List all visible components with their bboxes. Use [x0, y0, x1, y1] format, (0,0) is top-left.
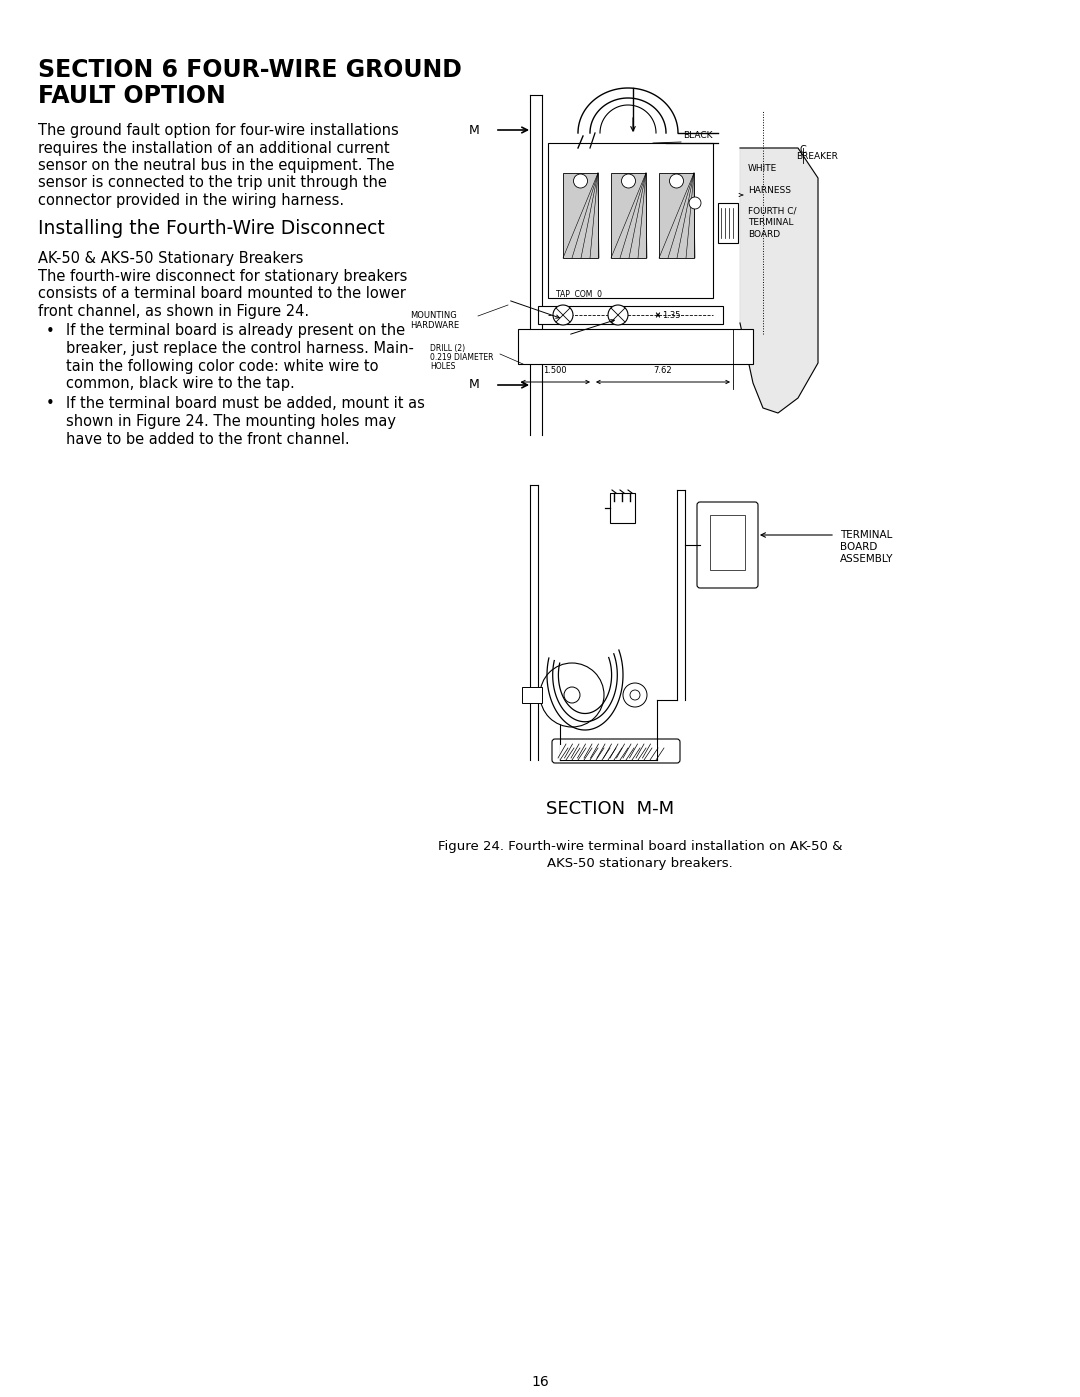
Text: If the terminal board is already present on the: If the terminal board is already present… — [66, 324, 405, 338]
Text: TERMINAL: TERMINAL — [840, 529, 892, 541]
Text: front channel, as shown in Figure 24.: front channel, as shown in Figure 24. — [38, 305, 309, 319]
Text: AK-50 & AKS-50 Stationary Breakers: AK-50 & AKS-50 Stationary Breakers — [38, 250, 303, 265]
Text: M: M — [469, 123, 480, 137]
Circle shape — [564, 687, 580, 703]
Bar — [522, 687, 542, 703]
Text: 1.35: 1.35 — [662, 310, 680, 320]
Text: connector provided in the wiring harness.: connector provided in the wiring harness… — [38, 193, 345, 208]
Circle shape — [623, 683, 647, 707]
Text: 1.500: 1.500 — [543, 366, 567, 374]
Text: BOARD: BOARD — [748, 231, 780, 239]
Bar — [611, 173, 646, 258]
Text: TAP  COM  0: TAP COM 0 — [556, 291, 602, 299]
Bar — [548, 142, 713, 298]
Text: TERMINAL: TERMINAL — [748, 218, 794, 226]
Text: HARNESS: HARNESS — [748, 186, 791, 196]
Text: HARDWARE: HARDWARE — [410, 321, 459, 330]
Circle shape — [540, 664, 604, 726]
Bar — [710, 515, 745, 570]
Bar — [563, 173, 598, 258]
Text: M: M — [469, 379, 480, 391]
Text: C: C — [799, 145, 807, 155]
Text: consists of a terminal board mounted to the lower: consists of a terminal board mounted to … — [38, 286, 406, 302]
Circle shape — [621, 175, 635, 189]
Bar — [718, 203, 738, 243]
Text: common, black wire to the tap.: common, black wire to the tap. — [66, 376, 295, 391]
Bar — [538, 306, 723, 324]
Text: DRILL (2): DRILL (2) — [430, 344, 465, 353]
FancyBboxPatch shape — [697, 502, 758, 588]
Circle shape — [608, 305, 627, 326]
Text: MOUNTING: MOUNTING — [410, 312, 457, 320]
Text: Installing the Fourth-Wire Disconnect: Installing the Fourth-Wire Disconnect — [38, 218, 384, 237]
Text: The fourth-wire disconnect for stationary breakers: The fourth-wire disconnect for stationar… — [38, 270, 407, 284]
Text: The ground fault option for four-wire installations: The ground fault option for four-wire in… — [38, 123, 399, 138]
Circle shape — [670, 175, 684, 189]
Text: •: • — [46, 397, 55, 412]
Text: BREAKER: BREAKER — [796, 152, 838, 161]
Text: BLACK: BLACK — [683, 131, 713, 140]
Circle shape — [553, 305, 573, 326]
Bar — [659, 173, 694, 258]
Text: 16: 16 — [531, 1375, 549, 1389]
Text: FAULT OPTION: FAULT OPTION — [38, 84, 226, 108]
Text: breaker, just replace the control harness. Main-: breaker, just replace the control harnes… — [66, 341, 414, 356]
Text: If the terminal board must be added, mount it as: If the terminal board must be added, mou… — [66, 397, 424, 412]
Bar — [561, 745, 657, 760]
Text: tain the following color code: white wire to: tain the following color code: white wir… — [66, 359, 378, 373]
Text: ASSEMBLY: ASSEMBLY — [840, 555, 893, 564]
Text: FOURTH C/: FOURTH C/ — [748, 205, 797, 215]
Text: HOLES: HOLES — [430, 362, 456, 372]
Text: SECTION  M-M: SECTION M-M — [545, 800, 674, 819]
Circle shape — [573, 175, 588, 189]
Bar — [610, 493, 635, 522]
Text: WHITE: WHITE — [748, 163, 778, 173]
Text: •: • — [46, 324, 55, 338]
Text: 7.62: 7.62 — [653, 366, 673, 374]
Polygon shape — [740, 148, 818, 414]
Text: BOARD: BOARD — [840, 542, 877, 552]
Text: shown in Figure 24. The mounting holes may: shown in Figure 24. The mounting holes m… — [66, 414, 396, 429]
FancyBboxPatch shape — [552, 739, 680, 763]
Text: Figure 24. Fourth-wire terminal board installation on AK-50 &: Figure 24. Fourth-wire terminal board in… — [437, 840, 842, 854]
Text: 0.219 DIAMETER: 0.219 DIAMETER — [430, 353, 494, 362]
Text: have to be added to the front channel.: have to be added to the front channel. — [66, 432, 350, 447]
Text: sensor on the neutral bus in the equipment. The: sensor on the neutral bus in the equipme… — [38, 158, 394, 173]
Text: AKS-50 stationary breakers.: AKS-50 stationary breakers. — [548, 856, 733, 870]
Circle shape — [689, 197, 701, 210]
Bar — [518, 330, 753, 365]
Text: SECTION 6 FOUR-WIRE GROUND: SECTION 6 FOUR-WIRE GROUND — [38, 59, 462, 82]
Circle shape — [630, 690, 640, 700]
Text: requires the installation of an additional current: requires the installation of an addition… — [38, 141, 390, 155]
Text: sensor is connected to the trip unit through the: sensor is connected to the trip unit thr… — [38, 176, 387, 190]
